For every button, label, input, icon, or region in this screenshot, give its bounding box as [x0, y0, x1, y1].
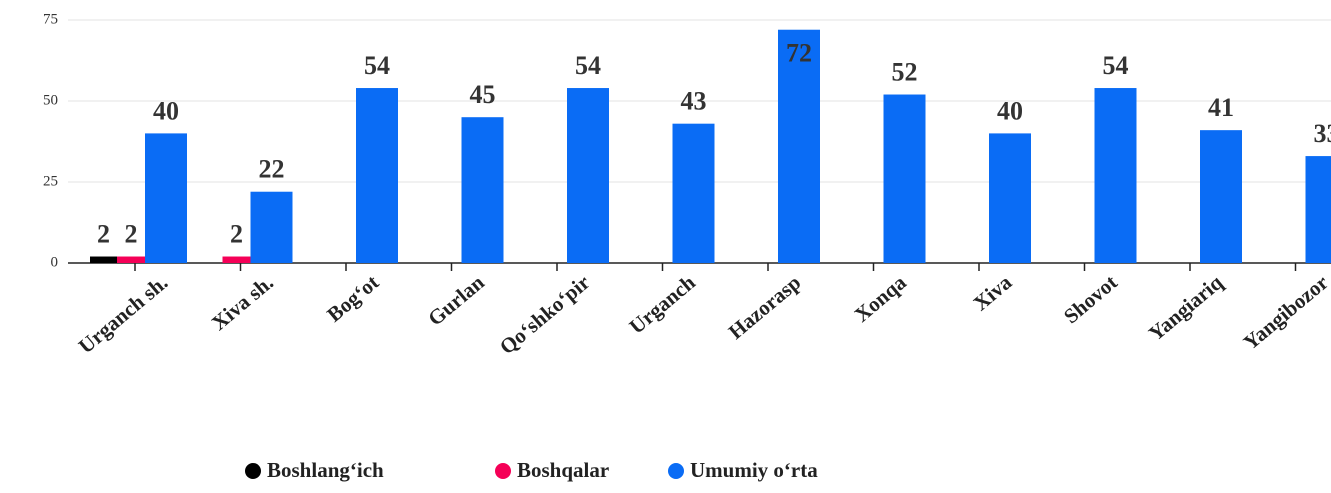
x-tick-label: Qo‘shko‘pir	[495, 270, 594, 359]
legend-marker	[245, 463, 261, 479]
x-tick-label: Bog‘ot	[322, 270, 383, 327]
x-tick-label: Xiva sh.	[207, 270, 278, 335]
bar	[778, 29, 820, 263]
bar	[1200, 130, 1242, 263]
legend-label: Umumiy o‘rta	[690, 458, 818, 482]
x-tick-label: Yangibozor	[1239, 270, 1331, 354]
x-tick-label: Hazorasp	[724, 270, 806, 344]
bar	[222, 256, 251, 263]
x-tick-label: Xonqa	[850, 270, 911, 327]
value-label: 54	[1103, 51, 1129, 80]
legend-label: Boshqalar	[517, 458, 609, 482]
bar	[461, 117, 504, 263]
x-tick-label: Xiva	[969, 270, 1017, 316]
x-tick-label: Yangiariq	[1144, 270, 1228, 346]
legend-marker	[495, 463, 511, 479]
bar	[356, 88, 398, 263]
value-label: 22	[259, 155, 285, 184]
value-label: 54	[575, 51, 601, 80]
x-tick-label: Urganch	[624, 270, 700, 339]
y-tick-label: 50	[43, 92, 58, 108]
bar	[567, 88, 609, 263]
value-label: 45	[470, 80, 496, 109]
y-tick-label: 75	[43, 11, 58, 27]
value-label: 41	[1208, 93, 1234, 122]
bar	[90, 256, 117, 263]
value-label: 72	[786, 39, 812, 68]
bar	[1305, 156, 1331, 263]
x-tick-label: Urganch sh.	[74, 270, 173, 358]
value-label: 2	[97, 219, 110, 248]
value-label: 40	[153, 96, 179, 125]
legend-marker	[668, 463, 684, 479]
legend-label: Boshlang‘ich	[267, 458, 384, 482]
x-tick-label: Gurlan	[423, 270, 489, 331]
y-tick-label: 25	[43, 173, 58, 189]
value-label: 52	[892, 57, 918, 86]
bar	[883, 94, 926, 264]
value-label: 33	[1314, 119, 1331, 148]
value-label: 40	[997, 96, 1023, 125]
bar	[672, 123, 715, 264]
y-tick-label: 0	[51, 254, 59, 270]
value-label: 54	[364, 51, 390, 80]
value-label: 43	[681, 87, 707, 116]
bar	[989, 133, 1031, 263]
x-tick-label: Shovot	[1059, 270, 1122, 328]
bar	[1094, 88, 1137, 263]
bar	[117, 256, 145, 263]
bar	[145, 133, 187, 263]
value-label: 2	[125, 219, 138, 248]
value-label: 2	[230, 219, 243, 248]
bar	[250, 191, 293, 263]
